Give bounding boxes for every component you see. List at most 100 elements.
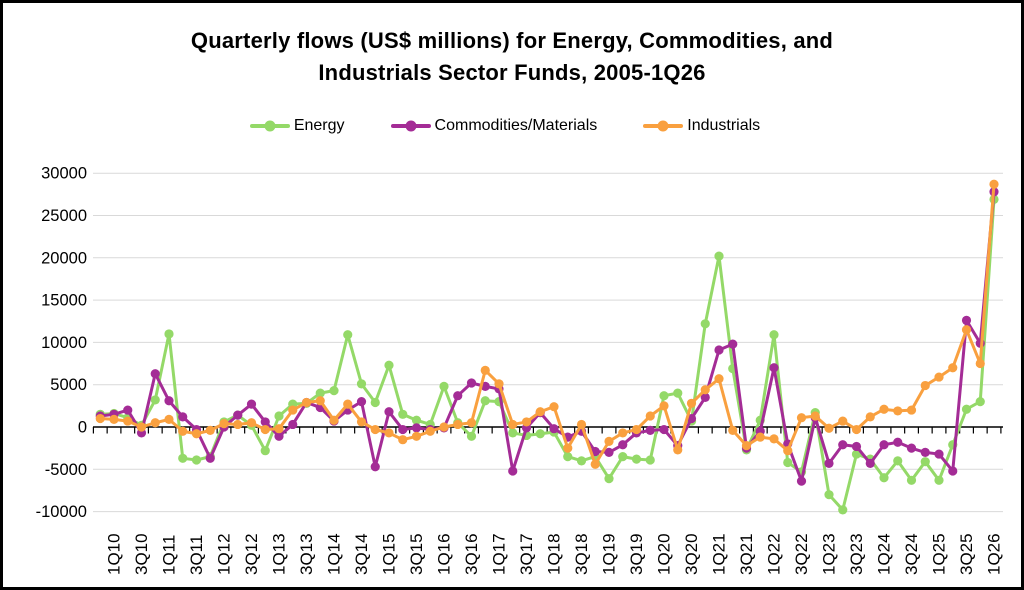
energy-point bbox=[824, 490, 834, 500]
industrials-point bbox=[480, 365, 490, 375]
commodities-materials-point bbox=[934, 449, 944, 459]
industrials-point bbox=[439, 422, 449, 432]
industrials-point bbox=[398, 435, 408, 445]
industrials-point bbox=[370, 424, 380, 435]
x-tick-label: 3Q24 bbox=[902, 533, 921, 575]
industrials-point bbox=[961, 325, 972, 335]
industrials-point bbox=[164, 414, 174, 424]
x-tick-label: 1Q15 bbox=[380, 533, 399, 575]
industrials-point bbox=[851, 424, 862, 435]
industrials-point bbox=[260, 424, 270, 435]
energy-point bbox=[673, 388, 683, 398]
industrials-markers bbox=[95, 179, 999, 469]
energy-point bbox=[274, 411, 284, 421]
energy-point bbox=[631, 454, 642, 464]
industrials-point bbox=[838, 416, 848, 426]
industrials-point bbox=[893, 406, 903, 416]
energy-point bbox=[645, 455, 655, 465]
commodities-materials-point bbox=[879, 440, 889, 450]
commodities-materials-point bbox=[824, 458, 834, 468]
industrials-point bbox=[948, 363, 958, 373]
x-tick-label: 1Q20 bbox=[655, 533, 674, 575]
industrials-point bbox=[783, 446, 793, 456]
energy-point bbox=[439, 381, 449, 391]
commodities-materials-point bbox=[796, 476, 807, 486]
energy-point bbox=[356, 379, 367, 389]
industrials-point bbox=[906, 405, 917, 415]
x-tick-label: 1Q21 bbox=[710, 533, 729, 575]
x-tick-label: 3Q20 bbox=[682, 533, 701, 575]
industrials-point bbox=[604, 436, 614, 446]
energy-point bbox=[343, 330, 353, 340]
industrials-point bbox=[123, 416, 133, 426]
chart-title: Quarterly flows (US$ millions) for Energ… bbox=[3, 25, 1021, 89]
x-tick-label: 1Q19 bbox=[600, 533, 619, 575]
legend-label-commodities-materials: Commodities/Materials bbox=[434, 117, 598, 134]
y-tick-label: -5000 bbox=[45, 461, 87, 479]
energy-point bbox=[659, 391, 669, 401]
industrials-point bbox=[989, 179, 999, 189]
commodities-materials-point bbox=[274, 431, 284, 441]
chart-plot-area: 30000 25000 20000 15000 10000 5000 0 -5000 -1000… bbox=[36, 165, 1004, 575]
chart-legend: Energy Commodities/Materials Industrials bbox=[3, 117, 1007, 135]
commodities-materials-point bbox=[260, 417, 270, 427]
industrials-point bbox=[741, 441, 752, 451]
industrials-point bbox=[453, 419, 463, 430]
industrials-point bbox=[769, 434, 779, 444]
legend-label-industrials: Industrials bbox=[687, 117, 761, 134]
industrials-point bbox=[618, 428, 628, 438]
x-tick-label: 1Q10 bbox=[105, 533, 124, 575]
x-tick-label: 1Q16 bbox=[435, 533, 454, 575]
y-tick-label: -10000 bbox=[36, 503, 87, 521]
industrials-point bbox=[755, 432, 765, 442]
x-tick-label: 3Q19 bbox=[627, 533, 646, 575]
industrials-point bbox=[714, 374, 724, 384]
commodities-materials-point bbox=[466, 378, 477, 388]
x-tick-label: 1Q11 bbox=[160, 535, 179, 575]
industrials-point bbox=[109, 414, 119, 424]
industrials-point bbox=[673, 445, 683, 455]
industrials-point bbox=[384, 428, 394, 438]
energy-point bbox=[783, 457, 793, 468]
commodities-materials-series bbox=[95, 187, 999, 486]
commodities-materials-point bbox=[645, 425, 655, 435]
y-tick-label: 20000 bbox=[41, 249, 87, 267]
x-tick-label: 1Q23 bbox=[820, 533, 839, 575]
commodities-materials-point bbox=[920, 447, 930, 457]
energy-point bbox=[260, 446, 270, 456]
x-tick-label: 3Q25 bbox=[957, 533, 976, 575]
industrials-line-marker-icon bbox=[643, 120, 684, 132]
x-tick-label: 1Q14 bbox=[325, 533, 344, 575]
legend-item-commodities-materials: Commodities/Materials bbox=[390, 117, 598, 135]
industrials-point bbox=[631, 424, 642, 435]
commodities-materials-point bbox=[288, 419, 298, 430]
commodities-materials-point bbox=[714, 345, 724, 355]
industrials-point bbox=[274, 424, 284, 434]
commodities-materials-point bbox=[411, 423, 422, 433]
x-tick-label: 1Q17 bbox=[490, 533, 509, 575]
commodities-materials-point bbox=[769, 363, 779, 373]
industrials-point bbox=[150, 418, 160, 428]
energy-point bbox=[576, 456, 587, 466]
legend-item-industrials: Industrials bbox=[643, 117, 760, 135]
energy-point bbox=[563, 452, 573, 462]
industrials-point bbox=[329, 415, 339, 425]
x-tick-label: 3Q10 bbox=[132, 533, 151, 575]
commodities-materials-point bbox=[398, 424, 408, 435]
commodities-materials-point bbox=[205, 453, 215, 463]
industrials-point bbox=[686, 398, 697, 408]
commodities-materials-point bbox=[961, 315, 972, 326]
industrials-point bbox=[315, 396, 325, 406]
industrials-point bbox=[549, 402, 559, 412]
x-tick-label: 3Q15 bbox=[407, 533, 426, 575]
industrials-point bbox=[343, 399, 353, 409]
industrials-point bbox=[411, 431, 422, 441]
commodities-materials-point bbox=[370, 462, 380, 472]
commodities-materials-point bbox=[604, 447, 614, 457]
industrials-dot-icon bbox=[657, 120, 669, 132]
x-tick-label: 1Q26 bbox=[985, 533, 1004, 575]
energy-point bbox=[508, 428, 518, 438]
energy-point bbox=[178, 453, 188, 463]
industrials-point bbox=[205, 425, 215, 435]
